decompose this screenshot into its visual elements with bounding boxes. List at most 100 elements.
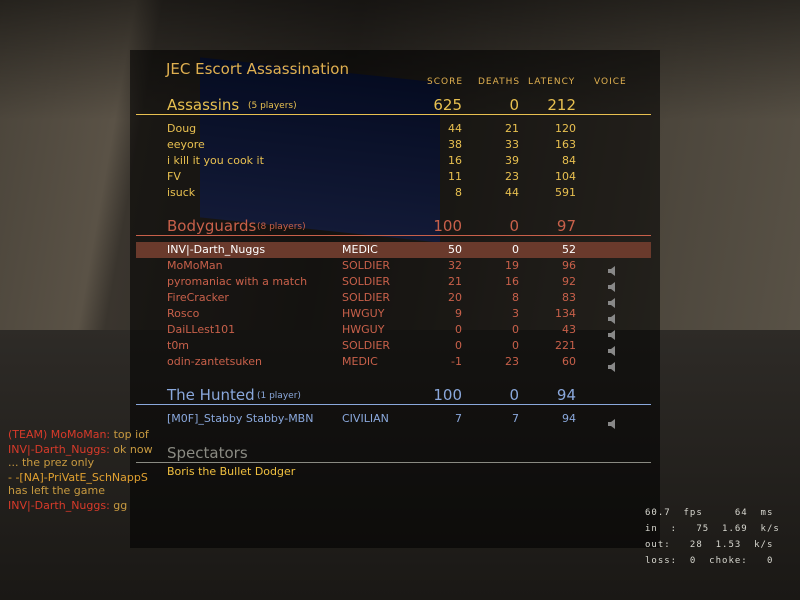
- col-latency: LATENCY: [528, 77, 576, 87]
- speaker-icon[interactable]: [608, 414, 616, 429]
- chat-log: (TEAM) MoMoMan: top iof INV|-Darth_Nuggs:…: [8, 428, 158, 514]
- scoreboard-panel: [130, 50, 660, 548]
- col-voice: VOICE: [594, 77, 627, 87]
- speaker-icon[interactable]: [608, 325, 616, 340]
- player-class: CIVILIAN: [342, 412, 389, 425]
- team-score: 100: [433, 217, 462, 235]
- player-score: 8: [455, 186, 462, 199]
- player-latency: 43: [562, 323, 576, 336]
- player-class: SOLDIER: [342, 259, 391, 272]
- team-name: Bodyguards: [167, 217, 257, 235]
- player-score: 0: [455, 323, 462, 336]
- team-deaths: 0: [509, 386, 519, 404]
- team-score: 100: [433, 386, 462, 404]
- speaker-icon[interactable]: [608, 293, 616, 308]
- chat-line: INV|-Darth_Nuggs: gg: [8, 499, 158, 512]
- player-deaths: 19: [505, 259, 519, 272]
- player-deaths: 21: [505, 122, 519, 135]
- player-name: [M0F]_Stabby Stabby-MBN: [167, 412, 314, 425]
- player-deaths: 0: [512, 323, 519, 336]
- player-name: FV: [167, 170, 181, 183]
- player-deaths: 7: [512, 412, 519, 425]
- player-name: INV|-Darth_Nuggs: [167, 243, 266, 256]
- player-deaths: 23: [505, 170, 519, 183]
- speaker-icon[interactable]: [608, 277, 616, 292]
- speaker-icon[interactable]: [608, 261, 616, 276]
- player-name: pyromaniac with a match: [167, 275, 308, 288]
- chat-message: gg: [109, 499, 128, 512]
- player-name: isuck: [167, 186, 196, 199]
- player-deaths: 44: [505, 186, 519, 199]
- player-latency: 92: [562, 275, 576, 288]
- chat-sender: (TEAM) MoMoMan:: [8, 428, 111, 441]
- player-name: t0m: [167, 339, 190, 352]
- team-latency: 212: [547, 96, 576, 114]
- player-deaths: 16: [505, 275, 519, 288]
- player-score: -1: [451, 355, 462, 368]
- player-deaths: 3: [512, 307, 519, 320]
- player-deaths: 33: [505, 138, 519, 151]
- player-name: Doug: [167, 122, 197, 135]
- player-score: 32: [448, 259, 462, 272]
- player-class: MEDIC: [342, 355, 378, 368]
- player-latency: 84: [562, 154, 576, 167]
- player-name: i kill it you cook it: [167, 154, 264, 167]
- player-latency: 104: [555, 170, 576, 183]
- player-score: 7: [455, 412, 462, 425]
- speaker-icon[interactable]: [608, 341, 616, 356]
- player-latency: 163: [555, 138, 576, 151]
- player-deaths: 23: [505, 355, 519, 368]
- team-divider: [136, 235, 651, 236]
- team-divider: [136, 404, 651, 405]
- player-score: 50: [448, 243, 462, 256]
- chat-line: - -[NA]-PriVatE_SchNappS has left the ga…: [8, 471, 158, 497]
- team-divider: [136, 114, 651, 115]
- player-latency: 134: [555, 307, 576, 320]
- player-score: 38: [448, 138, 462, 151]
- team-player-count: (1 player): [257, 391, 301, 401]
- chat-message: top iof: [110, 428, 149, 441]
- player-deaths: 0: [512, 339, 519, 352]
- chat-sender: - -[NA]-PriVatE_SchNappS: [8, 471, 148, 484]
- team-player-count: (5 players): [248, 101, 297, 111]
- player-row[interactable]: [136, 242, 651, 258]
- player-name: DaiLLest101: [167, 323, 236, 336]
- col-score: SCORE: [427, 77, 464, 87]
- netgraph-line: out: 28 1.53 k/s: [645, 540, 774, 550]
- player-class: HWGUY: [342, 307, 385, 320]
- player-class: HWGUY: [342, 323, 385, 336]
- team-score: 625: [433, 96, 462, 114]
- player-name: Rosco: [167, 307, 200, 320]
- player-score: 16: [448, 154, 462, 167]
- player-class: SOLDIER: [342, 291, 391, 304]
- netgraph-line: loss: 0 choke: 0: [645, 556, 774, 566]
- player-class: SOLDIER: [342, 275, 391, 288]
- player-score: 11: [448, 170, 462, 183]
- spectator-name: Boris the Bullet Dodger: [167, 465, 296, 478]
- team-player-count: (8 players): [257, 222, 306, 232]
- chat-sender: INV|-Darth_Nuggs:: [8, 443, 110, 456]
- team-deaths: 0: [509, 217, 519, 235]
- player-name: MoMoMan: [167, 259, 223, 272]
- player-name: eeyore: [167, 138, 205, 151]
- speaker-icon[interactable]: [608, 357, 616, 372]
- chat-message: ok now ... the prez only: [8, 443, 153, 469]
- player-latency: 221: [555, 339, 576, 352]
- team-latency: 94: [556, 386, 576, 404]
- player-score: 44: [448, 122, 462, 135]
- team-deaths: 0: [509, 96, 519, 114]
- spectators-header: Spectators: [167, 444, 248, 462]
- player-latency: 120: [555, 122, 576, 135]
- player-deaths: 0: [512, 243, 519, 256]
- player-latency: 94: [562, 412, 576, 425]
- team-latency: 97: [556, 217, 576, 235]
- netgraph-line: 60.7 fps 64 ms: [645, 508, 774, 518]
- player-score: 20: [448, 291, 462, 304]
- team-name: The Hunted: [167, 386, 255, 404]
- spectators-divider: [136, 462, 651, 463]
- chat-line: INV|-Darth_Nuggs: ok now ... the prez on…: [8, 443, 158, 469]
- player-score: 9: [455, 307, 462, 320]
- player-score: 21: [448, 275, 462, 288]
- player-latency: 60: [562, 355, 576, 368]
- speaker-icon[interactable]: [608, 309, 616, 324]
